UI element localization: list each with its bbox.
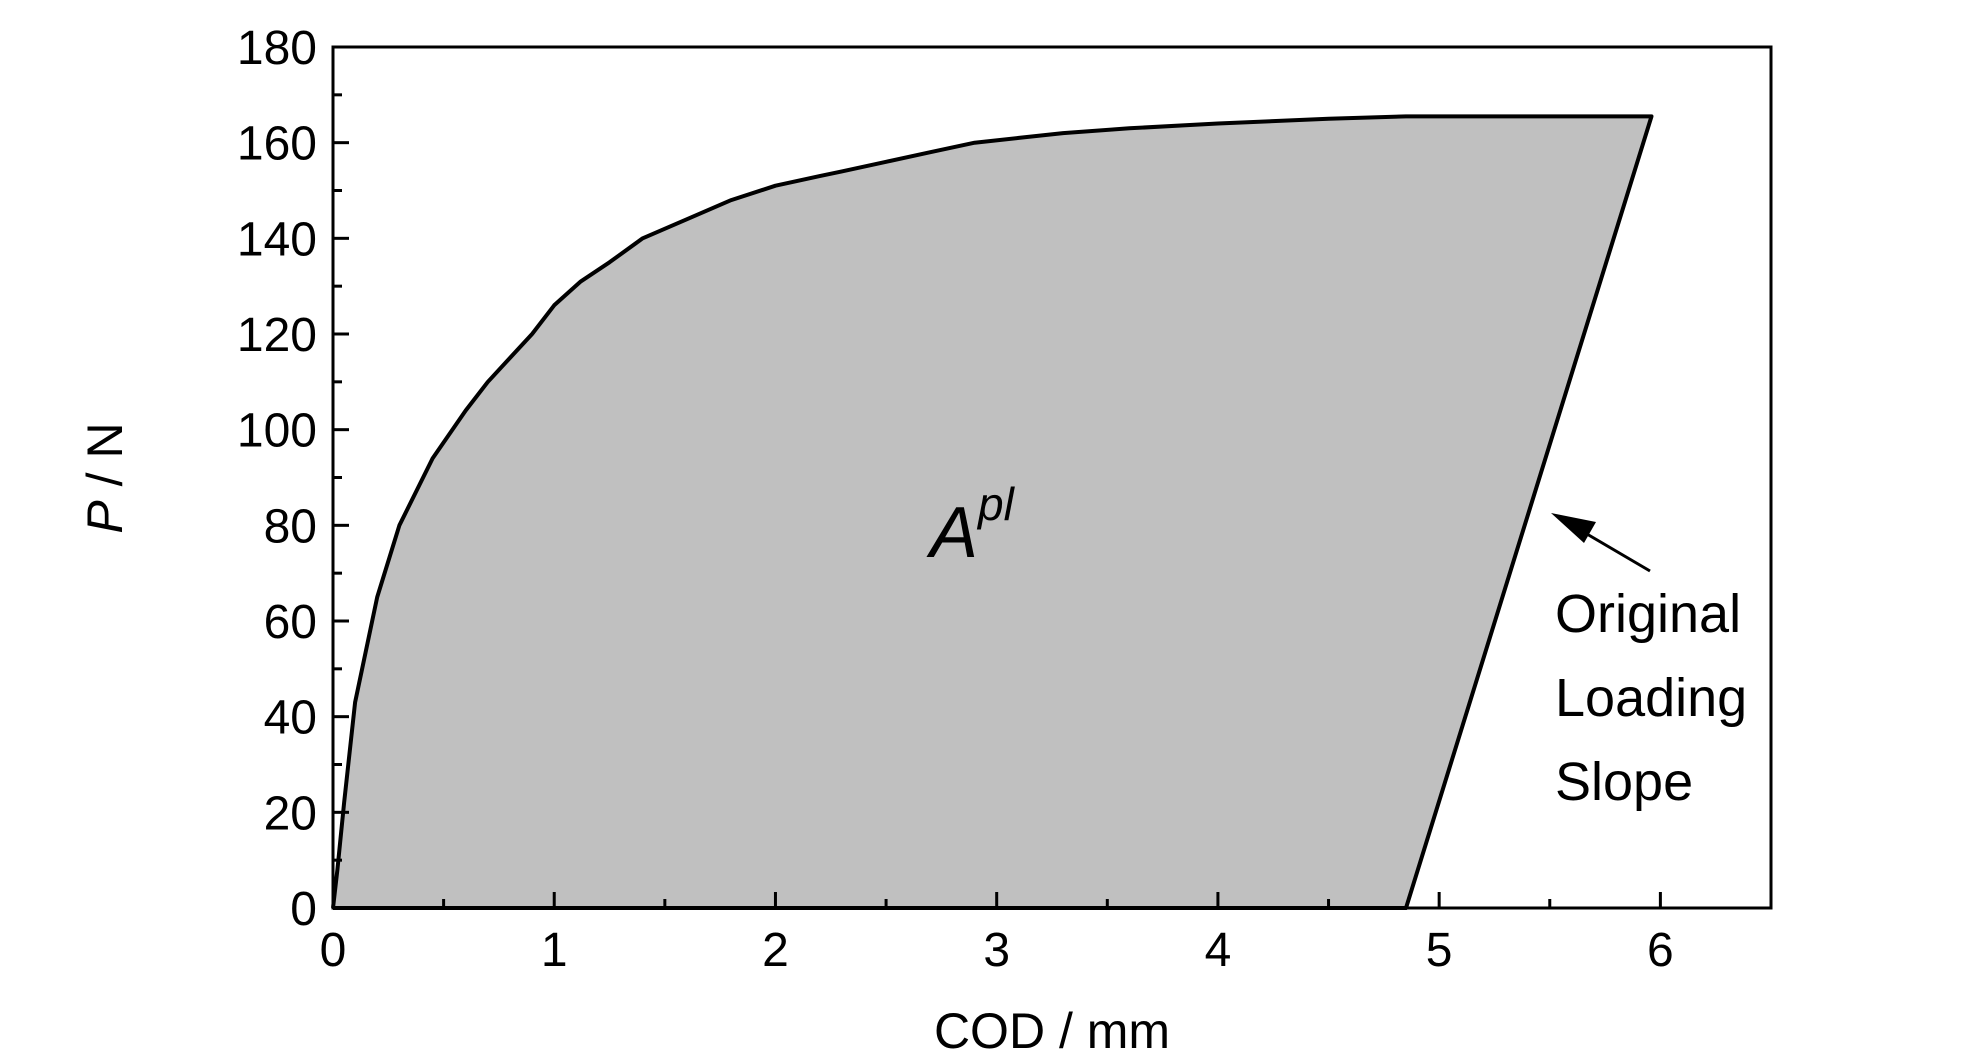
y-tick-label: 40 <box>264 692 317 745</box>
area-fill <box>333 116 1652 908</box>
y-axis-title-unit: / N <box>77 422 133 500</box>
y-tick-label: 140 <box>237 213 317 266</box>
y-axis-title-italic: P <box>77 500 133 534</box>
y-tick-label: 180 <box>237 22 317 75</box>
x-tick-label: 1 <box>541 924 568 977</box>
x-tick-label: 4 <box>1205 924 1232 977</box>
area-label: A <box>926 493 978 573</box>
annotation-arrow-head <box>1551 513 1596 543</box>
x-tick-label: 5 <box>1426 924 1453 977</box>
y-axis-title: P / N <box>77 422 133 533</box>
y-tick-label: 100 <box>237 405 317 458</box>
area-label-superscript: pl <box>976 478 1016 530</box>
x-tick-label: 6 <box>1647 924 1674 977</box>
annotation-line-3: Slope <box>1555 752 1693 812</box>
x-axis-title: COD / mm <box>934 1003 1170 1059</box>
annotation-line-2: Loading <box>1555 668 1747 728</box>
annotation-line-1: Original <box>1555 584 1741 644</box>
y-tick-label: 20 <box>264 787 317 840</box>
y-tick-label: 60 <box>264 596 317 649</box>
y-tick-label: 120 <box>237 309 317 362</box>
load-curve-line <box>331 114 1654 910</box>
y-tick-label: 0 <box>290 883 317 936</box>
x-tick-label: 2 <box>762 924 789 977</box>
y-tick-label: 80 <box>264 500 317 553</box>
y-tick-label: 160 <box>237 118 317 171</box>
x-tick-label: 3 <box>983 924 1010 977</box>
x-tick-label: 0 <box>320 924 347 977</box>
